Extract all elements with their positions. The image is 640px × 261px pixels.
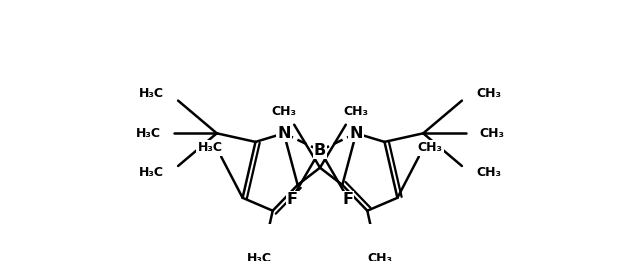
Text: H₃C: H₃C: [197, 141, 223, 155]
Text: CH₃: CH₃: [344, 105, 369, 118]
Text: N: N: [277, 126, 291, 141]
Text: CH₃: CH₃: [368, 252, 393, 261]
Text: CH₃: CH₃: [271, 105, 296, 118]
Text: CH₃: CH₃: [477, 87, 502, 100]
Text: H₃C: H₃C: [247, 252, 272, 261]
Text: F: F: [342, 192, 353, 207]
Text: CH₃: CH₃: [477, 166, 502, 179]
Text: H₃C: H₃C: [138, 166, 163, 179]
Text: B: B: [314, 143, 326, 158]
Text: N: N: [349, 126, 363, 141]
Text: H₃C: H₃C: [138, 87, 163, 100]
Text: CH₃: CH₃: [479, 127, 504, 140]
Text: CH₃: CH₃: [417, 141, 443, 155]
Text: H₃C: H₃C: [136, 127, 161, 140]
Text: F: F: [287, 192, 298, 207]
